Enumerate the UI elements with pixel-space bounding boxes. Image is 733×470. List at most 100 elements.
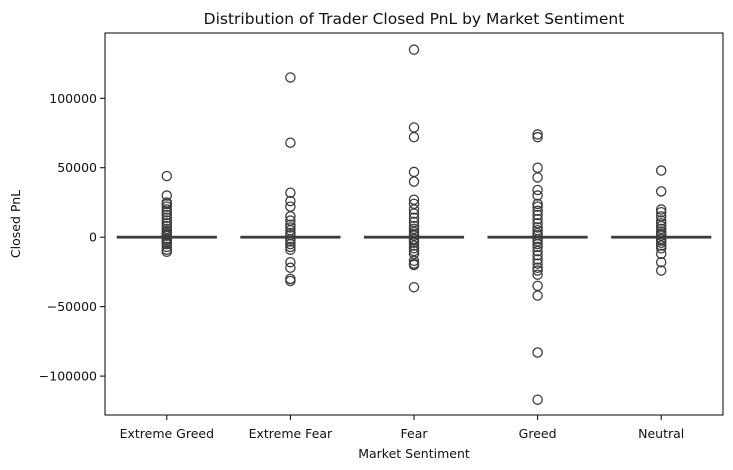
outlier-point	[161, 198, 173, 210]
outlier-point	[408, 131, 420, 143]
outlier-point	[408, 176, 420, 187]
outlier-point	[161, 230, 173, 242]
outlier-point	[408, 204, 420, 215]
x-tick-label: Fear	[401, 426, 429, 441]
y-tick-label: −50000	[47, 299, 97, 314]
x-tick-label: Neutral	[638, 426, 684, 441]
outlier-point	[408, 212, 420, 223]
outlier-point	[532, 238, 543, 250]
outlier-point	[655, 206, 667, 218]
outlier-point	[408, 240, 420, 251]
outlier-point	[655, 215, 667, 226]
outlier-point	[408, 255, 420, 267]
outlier-point	[161, 238, 173, 250]
outlier-point	[285, 275, 296, 287]
outlier-point	[408, 44, 420, 55]
outlier-point	[532, 254, 543, 265]
outlier-point	[408, 230, 420, 241]
outlier-point	[285, 137, 296, 148]
outlier-point	[161, 246, 173, 258]
outlier-point	[285, 256, 296, 268]
outlier-point	[655, 204, 667, 215]
box-extreme-fear	[240, 72, 341, 287]
outlier-point	[285, 238, 296, 250]
outlier-point	[532, 162, 543, 173]
box-extreme-greed	[116, 170, 217, 258]
outlier-point	[408, 237, 420, 249]
outlier-point	[408, 122, 420, 133]
outlier-point	[161, 206, 173, 218]
outlier-point	[532, 184, 543, 196]
outlier-point	[532, 209, 543, 221]
box-greed	[487, 129, 588, 405]
outlier-point	[532, 258, 543, 269]
y-tick-label: −100000	[39, 369, 97, 384]
outlier-point	[285, 241, 296, 253]
outlier-point	[408, 208, 420, 219]
outlier-point	[655, 230, 667, 241]
outlier-point	[532, 131, 543, 143]
outlier-point	[161, 201, 173, 212]
x-tick-label: Greed	[519, 426, 557, 441]
outlier-point	[161, 212, 173, 223]
outlier-point	[285, 244, 296, 255]
outlier-point	[532, 262, 543, 274]
outlier-point	[655, 165, 667, 176]
y-tick-label: 50000	[57, 160, 97, 175]
outlier-point	[161, 209, 173, 221]
outlier-point	[532, 347, 543, 358]
outlier-point	[532, 290, 543, 301]
outlier-point	[532, 245, 543, 257]
outlier-point	[532, 213, 543, 225]
outlier-point	[285, 273, 296, 285]
y-tick-label: 100000	[49, 91, 97, 106]
outlier-point	[285, 262, 296, 274]
outlier-point	[161, 241, 173, 253]
outlier-point	[655, 218, 667, 229]
chart-title: Distribution of Trader Closed PnL by Mar…	[204, 10, 625, 28]
outlier-point	[655, 240, 667, 251]
outlier-point	[285, 201, 296, 212]
outlier-point	[408, 281, 420, 293]
outlier-point	[285, 72, 296, 83]
y-axis: −100000 −50000 0 50000 100000	[39, 91, 105, 384]
outlier-point	[532, 394, 543, 405]
outlier-point	[532, 198, 543, 210]
outlier-point	[285, 211, 296, 222]
outlier-point	[532, 222, 543, 233]
outlier-point	[532, 265, 543, 276]
outlier-point	[655, 256, 667, 268]
outlier-point	[655, 237, 667, 249]
outlier-point	[408, 166, 420, 178]
outlier-point	[532, 269, 543, 280]
outlier-point	[655, 243, 667, 254]
outlier-point	[285, 222, 296, 233]
outlier-point	[532, 201, 543, 212]
outlier-point	[408, 259, 420, 271]
outlier-point	[655, 248, 667, 260]
x-axis-label: Market Sentiment	[358, 446, 470, 461]
outlier-point	[285, 236, 296, 247]
outlier-point	[161, 170, 173, 182]
outlier-point	[532, 129, 543, 140]
outlier-point	[285, 195, 296, 207]
box-neutral	[611, 165, 712, 276]
outlier-point	[161, 204, 173, 215]
x-tick-label: Extreme Greed	[120, 426, 214, 441]
outlier-point	[532, 190, 543, 201]
outlier-point	[408, 223, 420, 235]
y-axis-label: Closed PnL	[8, 190, 23, 258]
outlier-point	[532, 280, 543, 292]
outlier-point	[161, 215, 173, 226]
y-tick-label: 0	[89, 230, 97, 245]
outlier-point	[532, 205, 543, 217]
outlier-point	[655, 223, 667, 235]
outlier-point	[285, 219, 296, 230]
x-tick-label: Extreme Fear	[249, 426, 333, 441]
outlier-point	[655, 186, 667, 197]
outlier-point	[161, 190, 173, 201]
x-axis: Extreme Greed Extreme Fear Fear Greed Neutra…	[120, 415, 684, 441]
outlier-point	[285, 187, 296, 198]
